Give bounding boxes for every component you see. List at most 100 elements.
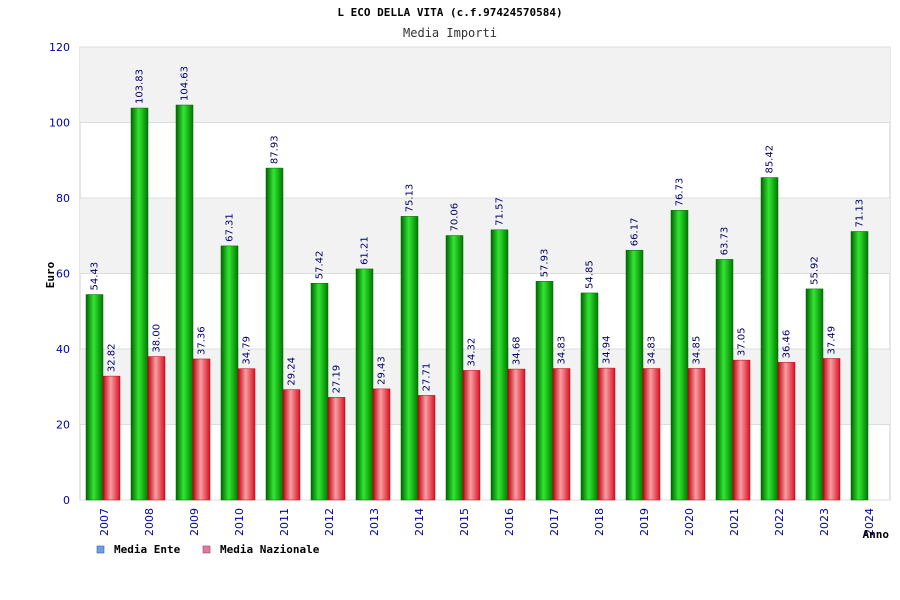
- bars: 54.43 32.82 103.83 38.00 104.63 37.36 67.31 34.…: [85, 66, 869, 501]
- data-label-media-ente: 57.93: [540, 249, 551, 278]
- data-label-media-nazionale: 36.46: [782, 330, 793, 359]
- data-label-media-nazionale: 32.82: [107, 343, 118, 372]
- legend: Media Ente Media Nazionale: [96, 543, 320, 556]
- x-tick-label: 2011: [278, 508, 291, 536]
- bar-media-ente: [310, 282, 329, 501]
- legend-label-ente: Media Ente: [114, 543, 181, 556]
- bar-media-ente: [130, 107, 149, 501]
- x-tick-label: 2019: [638, 508, 651, 536]
- data-label-media-ente: 66.17: [630, 218, 641, 247]
- bar-media-nazionale: [507, 368, 526, 501]
- bar-media-nazionale: [732, 359, 751, 501]
- bar-media-ente: [580, 292, 599, 501]
- data-label-media-ente: 67.31: [225, 213, 236, 242]
- bar-media-ente: [850, 231, 869, 501]
- y-tick-label: 60: [56, 268, 70, 281]
- bar-media-ente: [355, 268, 374, 501]
- bar-media-nazionale: [372, 388, 391, 501]
- bar-media-ente: [175, 104, 194, 501]
- grid-lines: [80, 46, 890, 501]
- data-label-media-ente: 54.43: [90, 262, 101, 291]
- bar-media-ente: [715, 259, 734, 501]
- chart-subtitle: Media Importi: [403, 26, 497, 40]
- data-label-media-ente: 61.21: [360, 236, 371, 265]
- data-label-media-nazionale: 34.32: [467, 338, 478, 367]
- x-tick-label: 2017: [548, 508, 561, 536]
- data-label-media-ente: 54.85: [585, 260, 596, 289]
- x-tick-label: 2007: [98, 508, 111, 536]
- data-label-media-nazionale: 27.71: [422, 363, 433, 392]
- data-label-media-nazionale: 34.68: [512, 336, 523, 365]
- legend-label-naz: Media Nazionale: [220, 543, 320, 556]
- data-label-media-nazionale: 34.83: [557, 336, 568, 365]
- data-label-media-nazionale: 29.43: [377, 356, 388, 385]
- bar-media-nazionale: [552, 368, 571, 501]
- bar-media-ente: [400, 216, 419, 501]
- grid-band: [80, 349, 890, 425]
- bar-media-nazionale: [687, 368, 706, 501]
- data-label-media-ente: 85.42: [765, 145, 776, 174]
- data-label-media-nazionale: 38.00: [152, 324, 163, 353]
- x-tick-label: 2024: [863, 508, 876, 536]
- bar-media-nazionale: [147, 356, 166, 501]
- data-label-media-nazionale: 37.36: [197, 326, 208, 355]
- data-label-media-ente: 71.13: [855, 199, 866, 228]
- y-axis-label: Euro: [44, 261, 57, 288]
- x-tick-label: 2020: [683, 508, 696, 536]
- data-label-media-nazionale: 34.79: [242, 336, 253, 365]
- bar-media-ente: [805, 288, 824, 501]
- bar-media-ente: [490, 229, 509, 501]
- x-tick-label: 2022: [773, 508, 786, 536]
- y-tick-label: 100: [49, 117, 70, 130]
- x-tick-label: 2016: [503, 508, 516, 536]
- y-tick-label: 40: [56, 343, 70, 356]
- data-label-media-ente: 55.92: [810, 256, 821, 285]
- x-axis-ticks: 2007 2008 2009 2010 2011 2012 2013 2014 2015 2016…: [98, 508, 876, 536]
- x-tick-label: 2015: [458, 508, 471, 536]
- bar-media-ente: [625, 249, 644, 501]
- x-tick-label: 2012: [323, 508, 336, 536]
- legend-swatch-ente: [96, 545, 105, 554]
- data-label-media-ente: 103.83: [135, 69, 146, 104]
- data-label-media-nazionale: 34.94: [602, 335, 613, 364]
- x-tick-label: 2010: [233, 508, 246, 536]
- bar-media-ente: [220, 245, 239, 501]
- bar-media-nazionale: [597, 367, 616, 501]
- bar-media-ente: [670, 210, 689, 501]
- data-label-media-nazionale: 34.83: [647, 336, 658, 365]
- bar-media-ente: [85, 294, 104, 501]
- data-label-media-ente: 57.42: [315, 251, 326, 280]
- data-label-media-nazionale: 34.85: [692, 336, 703, 365]
- data-label-media-ente: 71.57: [495, 197, 506, 226]
- grid-band: [80, 47, 890, 123]
- bar-media-ente: [535, 281, 554, 501]
- data-label-media-ente: 70.06: [450, 203, 461, 232]
- x-tick-label: 2018: [593, 508, 606, 536]
- data-label-media-nazionale: 37.49: [827, 326, 838, 355]
- bar-media-nazionale: [192, 358, 211, 501]
- x-tick-label: 2013: [368, 508, 381, 536]
- bar-media-nazionale: [327, 397, 346, 501]
- data-label-media-nazionale: 29.24: [287, 357, 298, 386]
- data-label-media-nazionale: 37.05: [737, 327, 748, 356]
- data-label-media-nazionale: 27.19: [332, 365, 343, 394]
- bar-media-nazionale: [282, 389, 301, 501]
- bar-media-nazionale: [462, 370, 481, 501]
- bar-media-nazionale: [237, 368, 256, 501]
- x-axis-label: Anno: [863, 528, 890, 541]
- bar-media-nazionale: [777, 362, 796, 501]
- data-label-media-ente: 104.63: [180, 66, 191, 101]
- y-tick-label: 120: [49, 41, 70, 54]
- x-tick-label: 2009: [188, 508, 201, 536]
- y-tick-label: 80: [56, 192, 70, 205]
- grid-band: [80, 198, 890, 274]
- x-tick-label: 2023: [818, 508, 831, 536]
- bar-media-nazionale: [642, 368, 661, 501]
- data-label-media-ente: 76.73: [675, 178, 686, 207]
- y-tick-label: 20: [56, 419, 70, 432]
- x-tick-label: 2008: [143, 508, 156, 536]
- bar-media-ente: [265, 167, 284, 501]
- bar-media-ente: [760, 177, 779, 501]
- y-tick-label: 0: [63, 494, 70, 507]
